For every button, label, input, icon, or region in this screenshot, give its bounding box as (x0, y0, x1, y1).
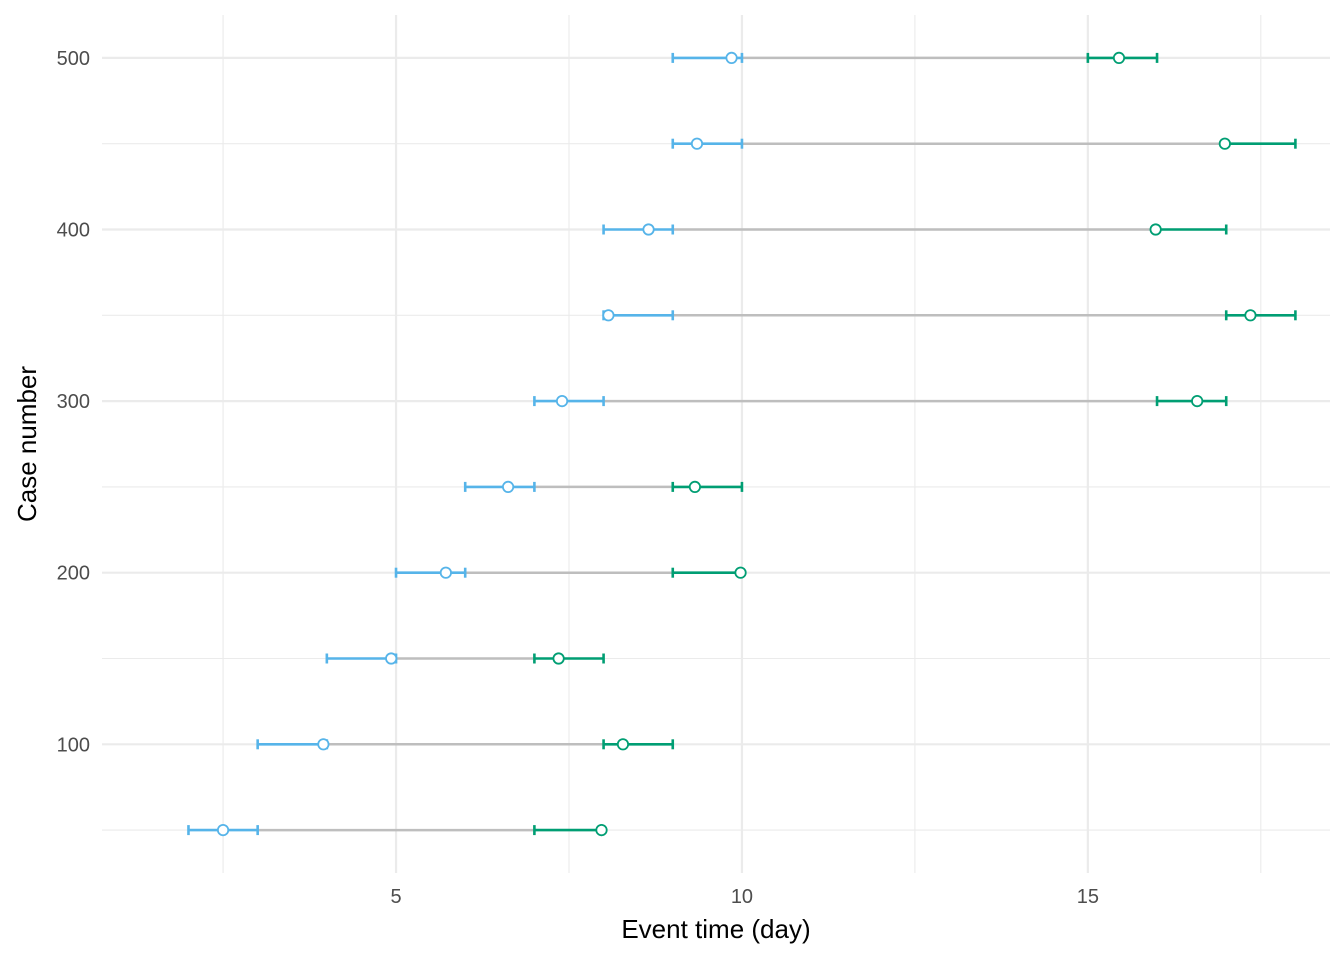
x-axis-title: Event time (day) (621, 914, 810, 944)
start-point (502, 480, 515, 493)
start-point (690, 137, 704, 150)
y-tick-label: 300 (57, 391, 90, 413)
end-point (1244, 309, 1257, 322)
end-point (1218, 137, 1231, 150)
x-tick-label: 10 (731, 886, 753, 908)
end-point (1149, 223, 1162, 236)
connector-lines (257, 56, 1227, 832)
start-point (216, 823, 230, 837)
start-point (385, 652, 398, 665)
start-point (317, 738, 330, 751)
start-point (602, 309, 615, 322)
x-tick-label: 5 (390, 886, 401, 908)
end-point (1191, 394, 1204, 408)
end-point (688, 480, 701, 493)
start-point (642, 223, 655, 236)
start-point (725, 51, 738, 65)
end-point (595, 823, 608, 837)
y-tick-label: 200 (57, 563, 90, 585)
start-point (555, 394, 569, 408)
y-tick-label: 400 (57, 220, 90, 242)
y-tick-label: 100 (57, 734, 90, 756)
end-point (552, 652, 565, 665)
y-axis-title: Case number (12, 366, 42, 522)
y-tick-label: 500 (57, 48, 90, 70)
point-markers (216, 51, 1257, 837)
x-tick-label: 15 (1077, 886, 1099, 908)
x-tick-labels: 5 10 15 (390, 886, 1099, 908)
start-point (439, 566, 452, 579)
end-point (1112, 51, 1126, 65)
y-tick-labels: 100 200 300 400 500 (57, 48, 90, 756)
end-point (734, 566, 747, 579)
end-point (616, 738, 630, 751)
